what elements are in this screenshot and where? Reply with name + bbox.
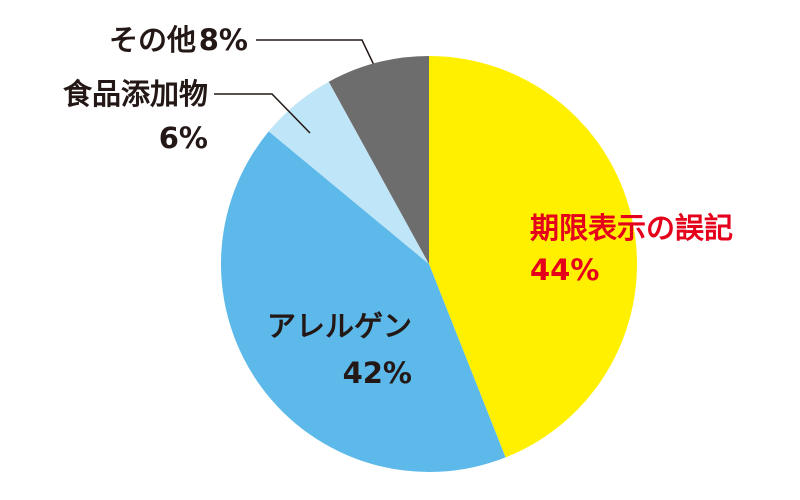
pie-slice bbox=[220, 131, 506, 473]
slice-label: アレルゲン bbox=[267, 309, 412, 343]
value-label: 44% bbox=[530, 253, 599, 287]
slice-label: その他 bbox=[109, 23, 196, 57]
value-label: 8% bbox=[199, 23, 248, 57]
slice-label: 食品添加物 bbox=[63, 77, 208, 111]
slice-label: 期限表示の誤記 bbox=[530, 211, 733, 245]
value-label: 42% bbox=[343, 356, 412, 390]
value-label: 6% bbox=[159, 121, 208, 155]
pie-slice bbox=[429, 56, 638, 458]
pie-slice bbox=[328, 56, 429, 264]
pie-slice bbox=[268, 81, 429, 264]
leader-line bbox=[214, 93, 311, 134]
